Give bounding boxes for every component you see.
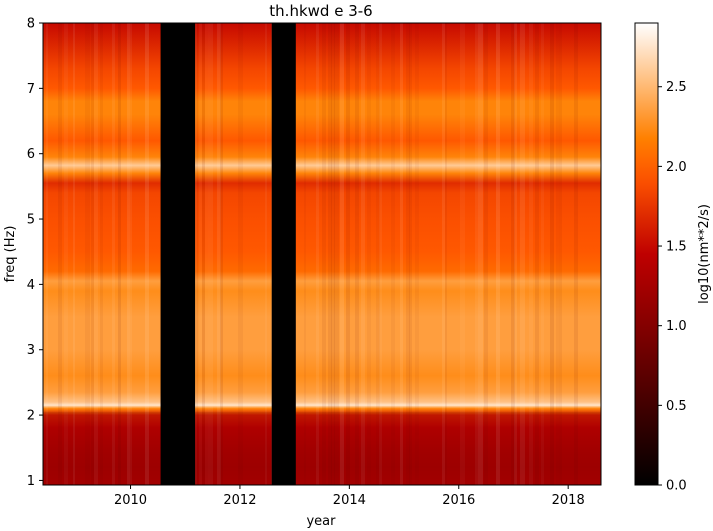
colorbar-gradient-bar <box>635 23 658 485</box>
colorbar-ticks: 0.0 0.5 1.0 1.5 2.0 2.5 <box>658 80 687 494</box>
x-tick-label: 2012 <box>223 493 256 508</box>
texture-streak <box>496 23 500 485</box>
texture-streak <box>196 23 198 485</box>
texture-streak <box>409 23 412 485</box>
y-tick-label: 5 <box>27 213 35 228</box>
y-tick-label: 7 <box>27 82 35 97</box>
texture-streak <box>208 23 213 485</box>
texture-streak <box>559 23 562 485</box>
texture-streak <box>127 23 130 485</box>
texture-streak <box>415 23 419 485</box>
texture-streak <box>340 23 344 485</box>
texture-streak <box>334 23 339 485</box>
texture-streak <box>265 23 267 485</box>
texture-streak <box>328 23 332 485</box>
y-axis: 1 2 3 4 5 6 7 8 <box>27 17 43 489</box>
texture-streak <box>514 23 517 485</box>
texture-streak <box>91 23 94 485</box>
y-tick-label: 3 <box>27 343 35 358</box>
colorbar-tick-label: 1.0 <box>666 319 687 334</box>
texture-streak <box>322 23 326 485</box>
data-gap-bar <box>160 23 196 485</box>
texture-low-band <box>43 411 601 485</box>
texture-streak <box>118 23 121 485</box>
texture-streak <box>484 23 488 485</box>
texture-streak <box>550 23 554 485</box>
colorbar-tick-label: 2.0 <box>666 160 687 175</box>
texture-streak <box>367 23 371 485</box>
texture-streak <box>379 23 382 485</box>
texture-streak <box>85 23 90 485</box>
texture-streak <box>574 23 578 485</box>
data-gap-bar <box>271 23 296 485</box>
y-tick-label: 4 <box>27 278 35 293</box>
texture-streak <box>217 23 221 485</box>
colorbar-tick-label: 2.5 <box>666 80 687 95</box>
texture-streak <box>511 23 515 485</box>
texture-streak <box>145 23 149 485</box>
texture-streak <box>406 23 410 485</box>
texture-streak <box>64 23 68 485</box>
texture-streak <box>391 23 395 485</box>
texture-streak <box>478 23 483 485</box>
plot-frame <box>42 22 602 486</box>
x-tick-label: 2010 <box>114 493 147 508</box>
texture-streak <box>556 23 559 485</box>
texture-streak <box>202 23 205 485</box>
x-tick-label: 2014 <box>333 493 366 508</box>
texture-streak <box>361 23 365 485</box>
texture-streak <box>304 23 306 485</box>
y-axis-title: freq (Hz) <box>3 226 18 283</box>
texture-streak <box>58 23 62 485</box>
texture-streak <box>346 23 350 485</box>
texture-streak <box>541 23 544 485</box>
data-gaps <box>160 23 296 485</box>
y-tick-label: 6 <box>27 147 35 162</box>
texture-streak <box>331 23 335 485</box>
colorbar-frame <box>634 22 659 486</box>
texture-streak <box>130 23 132 485</box>
texture-streak <box>442 23 445 485</box>
texture-streak <box>73 23 75 485</box>
y-tick-label: 1 <box>27 474 35 489</box>
texture-streak <box>475 23 478 485</box>
texture-streak <box>46 23 48 485</box>
texture-streak <box>199 23 202 485</box>
texture-streak <box>94 23 98 485</box>
texture-streak <box>460 23 465 485</box>
texture-streak <box>535 23 539 485</box>
texture-streak <box>529 23 533 485</box>
texture-streak <box>238 23 243 485</box>
colorbar-tick-label: 0.5 <box>666 399 687 414</box>
heatmap-background <box>43 23 601 485</box>
colorbar: 0.0 0.5 1.0 1.5 2.0 2.5 log10(nm**2/s) <box>634 22 712 494</box>
x-axis-title: year <box>306 514 336 529</box>
texture-streak <box>355 23 359 485</box>
texture-streak <box>112 23 115 485</box>
texture-streak <box>445 23 447 485</box>
chart-title: th.hkwd e 3-6 <box>269 2 372 20</box>
x-axis: 2010 2012 2014 2016 2018 <box>114 485 585 508</box>
colorbar-tick-label: 1.5 <box>666 240 687 255</box>
texture-streak <box>316 23 319 485</box>
texture-streak <box>376 23 380 485</box>
x-tick-label: 2016 <box>442 493 475 508</box>
texture-streak <box>400 23 403 485</box>
y-tick-label: 2 <box>27 409 35 424</box>
y-tick-label: 8 <box>27 17 35 32</box>
texture-streak <box>520 23 525 485</box>
colorbar-label: log10(nm**2/s) <box>697 204 712 304</box>
texture-streak <box>100 23 103 485</box>
texture-streak <box>220 23 223 485</box>
x-tick-label: 2018 <box>552 493 585 508</box>
texture-streak <box>205 23 208 485</box>
colorbar-tick-label: 0.0 <box>666 479 687 494</box>
heatmap-plot-area <box>42 22 602 486</box>
